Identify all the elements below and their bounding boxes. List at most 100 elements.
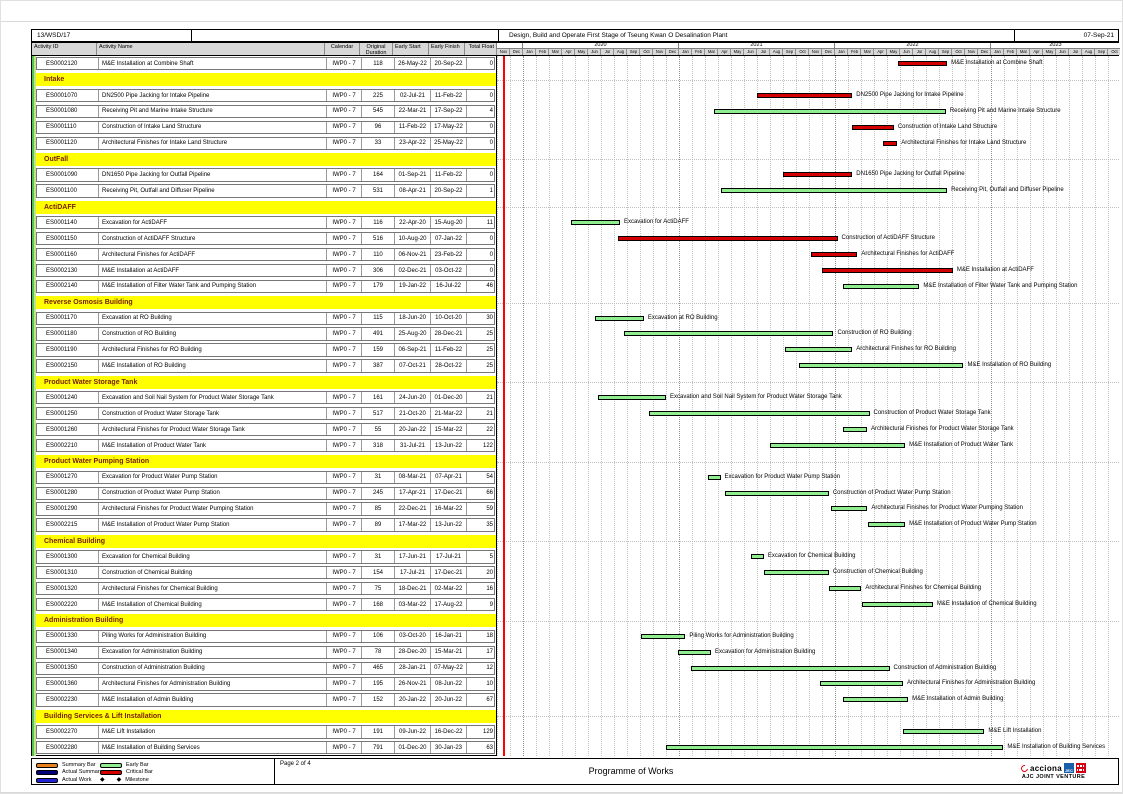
cell-float: 63	[466, 742, 496, 754]
month-header: Jan	[522, 48, 535, 55]
cell-id: ES0001290	[46, 506, 78, 513]
month-gridline	[562, 56, 563, 756]
bar-label: M&E Installation of Product Water Pump S…	[909, 521, 1037, 528]
cell-name: M&E Installation of Building Services	[98, 742, 326, 754]
cell-duration: 517	[361, 408, 394, 420]
month-header: May	[886, 48, 899, 55]
cell-start: 11-Feb-22	[394, 121, 430, 134]
early-bar	[830, 506, 868, 512]
cell-calendar: IWP0 - 7	[326, 185, 361, 197]
early-bar	[798, 363, 964, 369]
cell-start: 01-Dec-20	[394, 742, 430, 754]
section-label: OutFall	[44, 155, 69, 163]
table-row: ES0001180 Construction of RO Building IWP0…	[36, 327, 495, 341]
cell-id: ES0002130	[46, 267, 78, 274]
cell-duration: 164	[361, 169, 394, 181]
cell-id: ES0002150	[46, 362, 78, 369]
month-gridline	[1082, 56, 1083, 756]
cell-duration: 516	[361, 233, 394, 245]
cell-id: ES0001170	[46, 315, 77, 322]
section-label: ActiDAFF	[44, 203, 76, 211]
cell-calendar: IWP0 - 7	[326, 360, 361, 372]
cell-name: Excavation for Chemical Building	[98, 551, 326, 563]
cell-calendar: IWP0 - 7	[326, 137, 361, 149]
table-row: ES0002220 M&E Installation of Chemical Bu…	[36, 597, 495, 612]
bar-label: Excavation for Product Water Pump Statio…	[724, 473, 841, 480]
cell-start: 24-Jun-20	[394, 392, 430, 404]
cell-float: 0	[466, 264, 496, 277]
table-row: ES0001110 Construction of Intake Land Str…	[36, 120, 495, 135]
section-label: Intake	[44, 76, 65, 84]
legend-item: Actual Work	[36, 777, 92, 784]
col-header-early-start: Early Start	[393, 43, 429, 55]
section-label: Administration Building	[44, 617, 124, 625]
table-row: ES0001270 Excavation for Product Water Pu…	[36, 470, 495, 485]
cell-name: Excavation for Product Water Pump Statio…	[98, 471, 326, 484]
cell-start: 01-Sep-21	[394, 169, 430, 181]
month-gridline	[1004, 56, 1005, 756]
cell-id: ES0002220	[46, 601, 78, 608]
table-row: ES0001140 Excavation for ActiDAFF IWP0 - 7…	[36, 216, 496, 230]
activity-table: ES0002120 M&E Installation at Combine Sha…	[32, 56, 496, 756]
cell-name: Architectural Finishes for Administratio…	[98, 678, 326, 690]
month-gridline	[900, 56, 901, 756]
bar-label: Receiving Pit and Marine Intake Structur…	[949, 107, 1061, 114]
cell-start: 17-Mar-22	[394, 519, 430, 531]
cell-id: ES0001360	[46, 681, 78, 688]
column-header-row: Activity ID Activity Name Calendar Origi…	[31, 42, 1120, 56]
cell-float: 10	[466, 678, 496, 690]
early-bar	[785, 347, 853, 353]
section-row: Intake	[36, 73, 496, 87]
table-row: ES0001120 Architectural Finishes for Inta…	[36, 136, 495, 150]
cell-calendar: IWP0 - 7	[326, 344, 361, 356]
milestone-icon: ◆	[116, 776, 122, 783]
month-gridline	[640, 56, 641, 756]
month-gridline	[848, 56, 849, 756]
cell-float: 22	[466, 423, 496, 436]
month-header: Jan	[990, 48, 1003, 55]
left-margin-strip	[32, 56, 36, 756]
table-row: ES0001160 Architectural Finishes for Acti…	[36, 247, 495, 262]
cell-duration: 791	[361, 742, 394, 754]
cell-finish: 20-Jun-22	[430, 694, 466, 706]
cell-duration: 85	[361, 503, 394, 515]
cell-float: 0	[466, 58, 496, 70]
cell-finish: 30-Jan-23	[430, 742, 466, 754]
cell-calendar: IWP0 - 7	[326, 471, 361, 484]
month-header: Oct	[1107, 48, 1120, 55]
cell-finish: 16-Mar-22	[430, 503, 466, 515]
bar-label: M&E Installation of Building Services	[1007, 744, 1106, 751]
month-gridline	[666, 56, 667, 756]
cell-calendar: IWP0 - 7	[326, 264, 361, 277]
early-bar	[867, 522, 906, 528]
cell-finish: 16-Dec-22	[430, 726, 466, 738]
section-row: Administration Building	[36, 614, 496, 628]
cell-duration: 154	[361, 567, 394, 579]
cell-finish: 17-Dec-21	[430, 567, 466, 579]
cell-start: 22-Apr-20	[394, 217, 430, 229]
cell-calendar: IWP0 - 7	[326, 567, 361, 579]
month-gridline	[783, 56, 784, 756]
cell-start: 17-Jun-21	[394, 551, 430, 563]
cell-finish: 10-Oct-20	[430, 312, 466, 324]
early-bar	[829, 585, 862, 591]
legend: Summary Bar Actual Summary Actual Work Earl…	[32, 759, 275, 784]
month-header: Dec	[665, 48, 678, 55]
month-gridline	[744, 56, 745, 756]
jec-logo-icon: JEC	[1063, 763, 1074, 773]
cell-duration: 531	[361, 185, 394, 197]
table-row: ES0002270 M&E Lift Installation IWP0 - 7 19…	[36, 725, 495, 739]
month-header: Dec	[821, 48, 834, 55]
cell-id: ES0001150	[46, 235, 77, 242]
cell-finish: 20-Sep-22	[430, 58, 466, 70]
cell-float: 11	[466, 217, 496, 229]
cell-float: 21	[466, 392, 496, 404]
bar-label: Architectural Finishes for RO Building	[856, 346, 956, 353]
table-row: ES0001260 Architectural Finishes for Prod…	[36, 422, 496, 437]
cell-float: 21	[466, 408, 496, 420]
early-bar	[597, 395, 666, 401]
month-header: Sep	[938, 48, 951, 55]
critical-bar	[883, 140, 898, 146]
cell-id: ES0001110	[46, 124, 77, 131]
